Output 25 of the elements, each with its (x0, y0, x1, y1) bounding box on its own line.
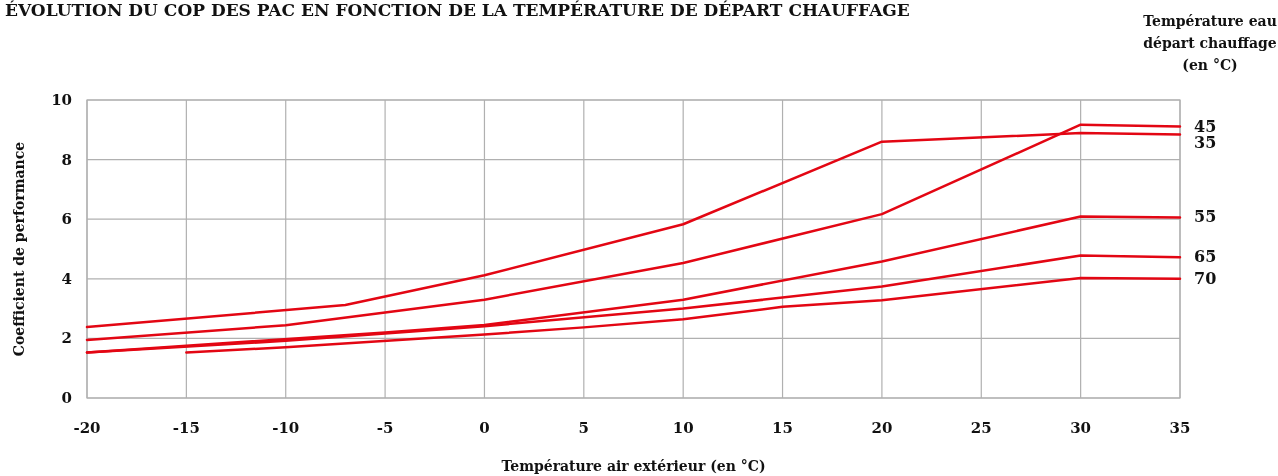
x-tick-label: -15 (172, 419, 200, 437)
x-tick-label: 5 (578, 419, 590, 437)
y-tick-label: 4 (61, 269, 72, 288)
x-tick-label: 15 (772, 419, 793, 437)
y-tick-label: 6 (61, 210, 72, 229)
series-label: 70 (1194, 268, 1217, 288)
chart-title: ÉVOLUTION DU COP DES PAC EN FONCTION DE LA TEMPÉRATURE DE DÉPART CHAUFFAGE (5, 0, 910, 20)
x-tick-label: -10 (272, 419, 300, 437)
y-tick-label: 0 (61, 389, 72, 407)
x-tick-label: 20 (871, 419, 893, 437)
legend-title: Température eau départ chauffage (en °C) (1143, 13, 1277, 73)
series-label: 65 (1194, 247, 1217, 267)
y-tick-label: 2 (61, 329, 72, 348)
x-tick-label: 10 (672, 419, 694, 437)
y-tick-label: 10 (51, 91, 72, 109)
series-label: 55 (1194, 207, 1217, 227)
x-tick-label: -20 (73, 419, 101, 437)
x-tick-label: -5 (376, 419, 394, 437)
x-tick-label: 0 (479, 419, 490, 437)
y-tick-label: 8 (61, 150, 72, 169)
x-axis-title: Température air extérieur (en °C) (501, 458, 766, 474)
x-tick-label: 35 (1169, 419, 1191, 437)
x-tick-label: 30 (1070, 419, 1092, 437)
x-tick-label: 25 (970, 419, 992, 437)
y-axis-title: Coefficient de performance (11, 141, 27, 357)
